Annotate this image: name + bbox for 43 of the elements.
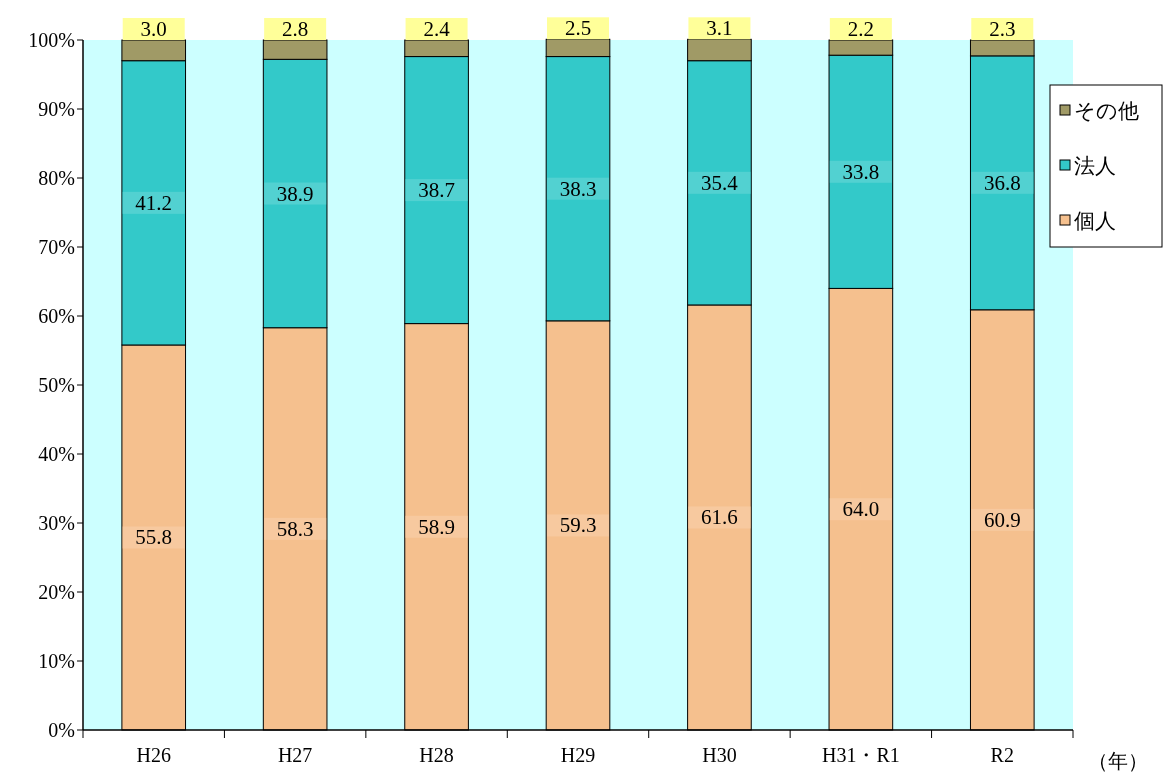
data-label: 3.0 [140,17,167,41]
data-label: 36.8 [983,170,1021,195]
legend-label: 法人 [1074,154,1116,178]
y-tick-label: 30% [38,512,75,534]
legend-label: 個人 [1074,209,1116,233]
x-tick-label: H26 [136,744,171,766]
data-label: 38.7 [418,178,455,203]
data-label: 33.8 [842,159,880,184]
y-tick-label: 100% [28,29,75,51]
data-label: 2.5 [564,16,592,41]
y-tick-label: 0% [48,719,75,741]
data-label: 35.4 [701,170,739,195]
x-tick-label: H30 [702,744,737,766]
data-label: 38.3 [559,176,597,201]
data-label: 58.3 [276,516,314,541]
x-axis-title: （年） [1088,750,1148,772]
y-tick-label: 20% [38,581,75,603]
data-label: 2.4 [423,17,451,41]
y-tick-label: 50% [38,374,75,396]
data-label: 60.9 [983,507,1021,532]
x-tick-label: H29 [560,744,596,766]
x-tick-label: R2 [990,744,1014,766]
y-tick-label: 40% [38,443,75,465]
legend-label: その他 [1074,99,1139,123]
y-tick-label: 80% [38,167,75,189]
data-label: 58.9 [418,514,455,539]
data-label: 3.1 [706,16,733,41]
data-label: 59.3 [559,513,597,538]
x-tick-label: H31・R1 [821,744,900,766]
data-label: 2.3 [989,17,1016,41]
y-tick-label: 90% [38,98,75,120]
y-tick-label: 60% [38,305,75,327]
data-label: 41.2 [135,190,173,215]
data-label: 55.8 [135,525,173,550]
y-tick-label: 10% [38,650,75,672]
x-tick-label: H27 [277,744,313,766]
data-label: 2.8 [282,17,309,41]
data-label: 61.6 [701,505,738,530]
y-tick-label: 70% [38,236,75,258]
data-label: 2.2 [847,17,874,41]
data-label: 64.0 [842,497,880,522]
data-label: 38.9 [276,181,314,206]
x-tick-label: H28 [419,744,454,766]
